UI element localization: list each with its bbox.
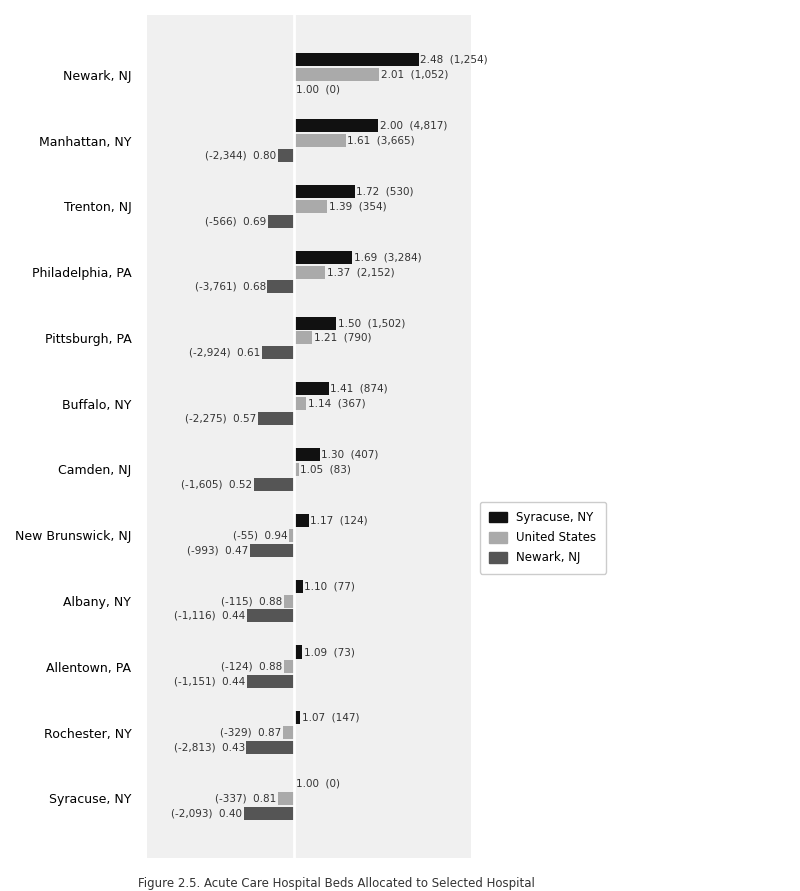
Text: (-115)  0.88: (-115) 0.88: [222, 596, 282, 606]
Text: 1.30  (407): 1.30 (407): [322, 450, 378, 460]
Text: 1.21  (790): 1.21 (790): [314, 333, 371, 343]
Text: (-1,151)  0.44: (-1,151) 0.44: [174, 676, 246, 687]
Bar: [268, 215, 294, 228]
Bar: [294, 382, 329, 396]
Bar: [294, 185, 355, 198]
Text: (-993)  0.47: (-993) 0.47: [187, 545, 248, 555]
Text: 1.37  (2,152): 1.37 (2,152): [327, 267, 394, 277]
Text: 1.41  (874): 1.41 (874): [330, 384, 388, 394]
Text: Figure 2.5. Acute Care Hospital Beds Allocated to Selected Hospital: Figure 2.5. Acute Care Hospital Beds All…: [138, 877, 534, 889]
Text: 1.50  (1,502): 1.50 (1,502): [338, 318, 406, 328]
Text: 1.14  (367): 1.14 (367): [308, 398, 366, 409]
Bar: [294, 514, 309, 527]
Bar: [244, 806, 294, 820]
Bar: [284, 594, 294, 608]
Bar: [247, 675, 294, 688]
Bar: [250, 544, 294, 557]
Bar: [294, 200, 327, 213]
Bar: [294, 463, 298, 476]
Text: 1.61  (3,665): 1.61 (3,665): [347, 135, 415, 145]
Bar: [294, 68, 379, 81]
Bar: [294, 250, 352, 264]
Text: 2.00  (4,817): 2.00 (4,817): [380, 120, 447, 131]
Text: (-3,761)  0.68: (-3,761) 0.68: [194, 282, 266, 292]
Text: 2.01  (1,052): 2.01 (1,052): [381, 69, 448, 79]
Bar: [294, 53, 418, 67]
Bar: [278, 792, 294, 805]
Text: 1.05  (83): 1.05 (83): [300, 464, 351, 475]
Bar: [278, 149, 294, 162]
Bar: [267, 281, 294, 293]
Bar: [294, 397, 306, 410]
Bar: [262, 346, 294, 359]
Text: 1.72  (530): 1.72 (530): [357, 186, 414, 197]
Text: 2.48  (1,254): 2.48 (1,254): [420, 55, 488, 65]
Text: (-329)  0.87: (-329) 0.87: [221, 728, 282, 738]
Text: (-2,813)  0.43: (-2,813) 0.43: [174, 742, 245, 753]
Bar: [294, 316, 336, 330]
Bar: [290, 528, 294, 542]
Text: (-1,116)  0.44: (-1,116) 0.44: [174, 611, 246, 621]
Bar: [294, 119, 378, 132]
Bar: [284, 660, 294, 674]
Bar: [246, 741, 294, 754]
Bar: [294, 134, 346, 147]
Text: 1.10  (77): 1.10 (77): [305, 581, 355, 592]
Legend: Syracuse, NY, United States, Newark, NJ: Syracuse, NY, United States, Newark, NJ: [480, 502, 606, 574]
Text: (-2,093)  0.40: (-2,093) 0.40: [171, 808, 242, 818]
Text: (-124)  0.88: (-124) 0.88: [222, 662, 282, 672]
Text: (-2,924)  0.61: (-2,924) 0.61: [189, 347, 260, 357]
Text: 1.17  (124): 1.17 (124): [310, 516, 368, 526]
Text: (-1,605)  0.52: (-1,605) 0.52: [182, 479, 252, 489]
Text: (-337)  0.81: (-337) 0.81: [215, 794, 277, 804]
Bar: [247, 609, 294, 623]
Text: (-566)  0.69: (-566) 0.69: [206, 217, 266, 226]
Text: 1.07  (147): 1.07 (147): [302, 713, 359, 723]
Bar: [254, 478, 294, 491]
Text: (-2,344)  0.80: (-2,344) 0.80: [205, 151, 276, 160]
Text: 1.39  (354): 1.39 (354): [329, 201, 386, 211]
Text: (-2,275)  0.57: (-2,275) 0.57: [186, 413, 257, 423]
Text: 1.00  (0): 1.00 (0): [296, 85, 340, 94]
Bar: [294, 645, 302, 658]
Bar: [258, 412, 294, 425]
Text: 1.69  (3,284): 1.69 (3,284): [354, 252, 422, 262]
Bar: [294, 711, 300, 724]
Bar: [294, 266, 326, 279]
Bar: [294, 448, 319, 462]
Text: 1.00  (0): 1.00 (0): [296, 779, 340, 789]
Bar: [294, 331, 312, 345]
Text: (-55)  0.94: (-55) 0.94: [233, 530, 288, 540]
Text: 1.09  (73): 1.09 (73): [303, 647, 354, 657]
Bar: [283, 726, 294, 740]
Bar: [294, 580, 302, 593]
